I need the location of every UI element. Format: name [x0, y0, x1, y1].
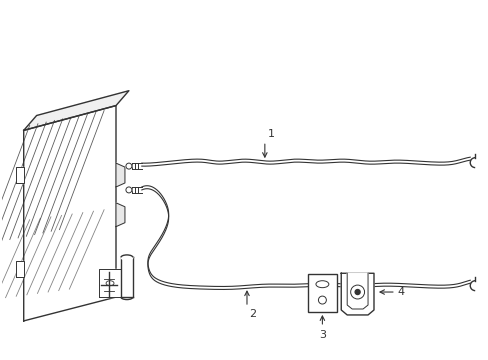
Ellipse shape: [315, 281, 328, 288]
Circle shape: [350, 285, 364, 299]
Polygon shape: [24, 91, 129, 130]
Bar: [307, 274, 337, 312]
Text: 1: 1: [267, 129, 274, 139]
Polygon shape: [116, 163, 124, 187]
Circle shape: [126, 187, 132, 193]
Ellipse shape: [121, 255, 133, 260]
Text: 3: 3: [318, 330, 325, 340]
Circle shape: [318, 296, 325, 304]
Circle shape: [354, 289, 359, 294]
Polygon shape: [16, 167, 24, 183]
Polygon shape: [16, 261, 24, 277]
Polygon shape: [341, 273, 373, 315]
Text: 2: 2: [248, 309, 256, 319]
Polygon shape: [116, 203, 124, 227]
Polygon shape: [99, 269, 121, 297]
Circle shape: [126, 163, 132, 169]
Text: 4: 4: [397, 287, 404, 297]
Polygon shape: [24, 105, 116, 321]
Polygon shape: [346, 273, 367, 309]
